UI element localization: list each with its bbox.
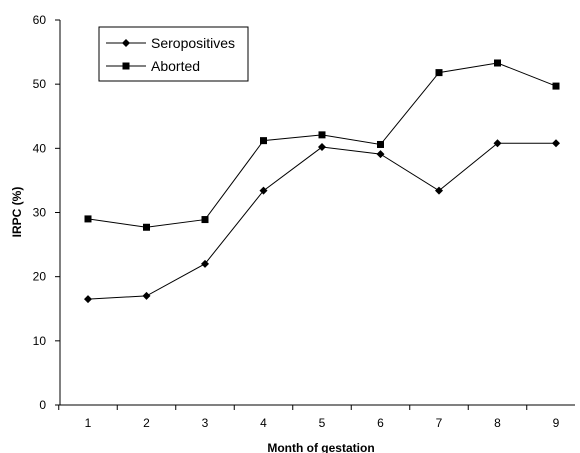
- data-point-seropositives: [552, 139, 560, 148]
- data-point-aborted: [435, 69, 443, 77]
- x-tick-label: 8: [494, 416, 501, 430]
- legend-box: [98, 26, 249, 82]
- legend-label-aborted: Aborted: [151, 58, 200, 74]
- data-point-seropositives: [493, 139, 502, 148]
- x-tick-label: 1: [85, 416, 92, 430]
- data-point-aborted: [377, 140, 384, 148]
- data-point-aborted: [552, 82, 560, 90]
- series-layer: [84, 59, 560, 304]
- x-tick-label: 2: [143, 416, 150, 430]
- x-axis-ticks: 1 2 3 4 5 6 7 8 9: [58, 405, 560, 430]
- y-tick-label: 50: [33, 77, 47, 91]
- data-point-aborted: [494, 59, 501, 67]
- legend-label-seropositives: Seropositives: [151, 35, 235, 51]
- y-tick-label: 0: [39, 398, 46, 412]
- y-axis-ticks: 0 10 20 30 40 50 60: [33, 13, 60, 412]
- data-point-seropositives: [142, 291, 151, 300]
- x-tick-label: 5: [319, 416, 326, 430]
- plot-area: 0 10 20 30 40 50 60 1 2 3 4 5 6 7 8 9: [33, 13, 575, 430]
- legend-marker-seropositives: [122, 39, 130, 47]
- series-line-seropositives: [87, 142, 556, 300]
- y-tick-label: 40: [33, 141, 47, 155]
- data-point-seropositives: [435, 186, 443, 195]
- x-axis-title: Month of gestation: [267, 441, 374, 453]
- x-tick-label: 6: [377, 416, 384, 430]
- y-tick-label: 60: [33, 13, 47, 27]
- data-point-aborted: [143, 223, 150, 231]
- x-tick-label: 9: [553, 416, 560, 430]
- data-point-aborted: [201, 216, 209, 224]
- data-point-seropositives: [201, 259, 209, 268]
- data-point-seropositives: [318, 143, 326, 152]
- legend: Seropositives Aborted: [98, 26, 249, 82]
- y-axis-title: IRPC (%): [10, 187, 24, 238]
- data-point-aborted: [318, 131, 326, 139]
- x-tick-label: 4: [260, 416, 267, 430]
- data-point-aborted: [260, 137, 267, 145]
- y-tick-label: 30: [33, 206, 47, 220]
- y-tick-label: 10: [33, 334, 47, 348]
- x-tick-label: 7: [436, 416, 443, 430]
- x-tick-label: 3: [202, 416, 209, 430]
- legend-marker-aborted: [122, 62, 130, 70]
- data-point-seropositives: [84, 295, 92, 304]
- data-point-aborted: [84, 215, 92, 223]
- y-tick-label: 20: [33, 270, 47, 284]
- data-point-seropositives: [376, 150, 385, 159]
- data-point-seropositives: [259, 186, 268, 195]
